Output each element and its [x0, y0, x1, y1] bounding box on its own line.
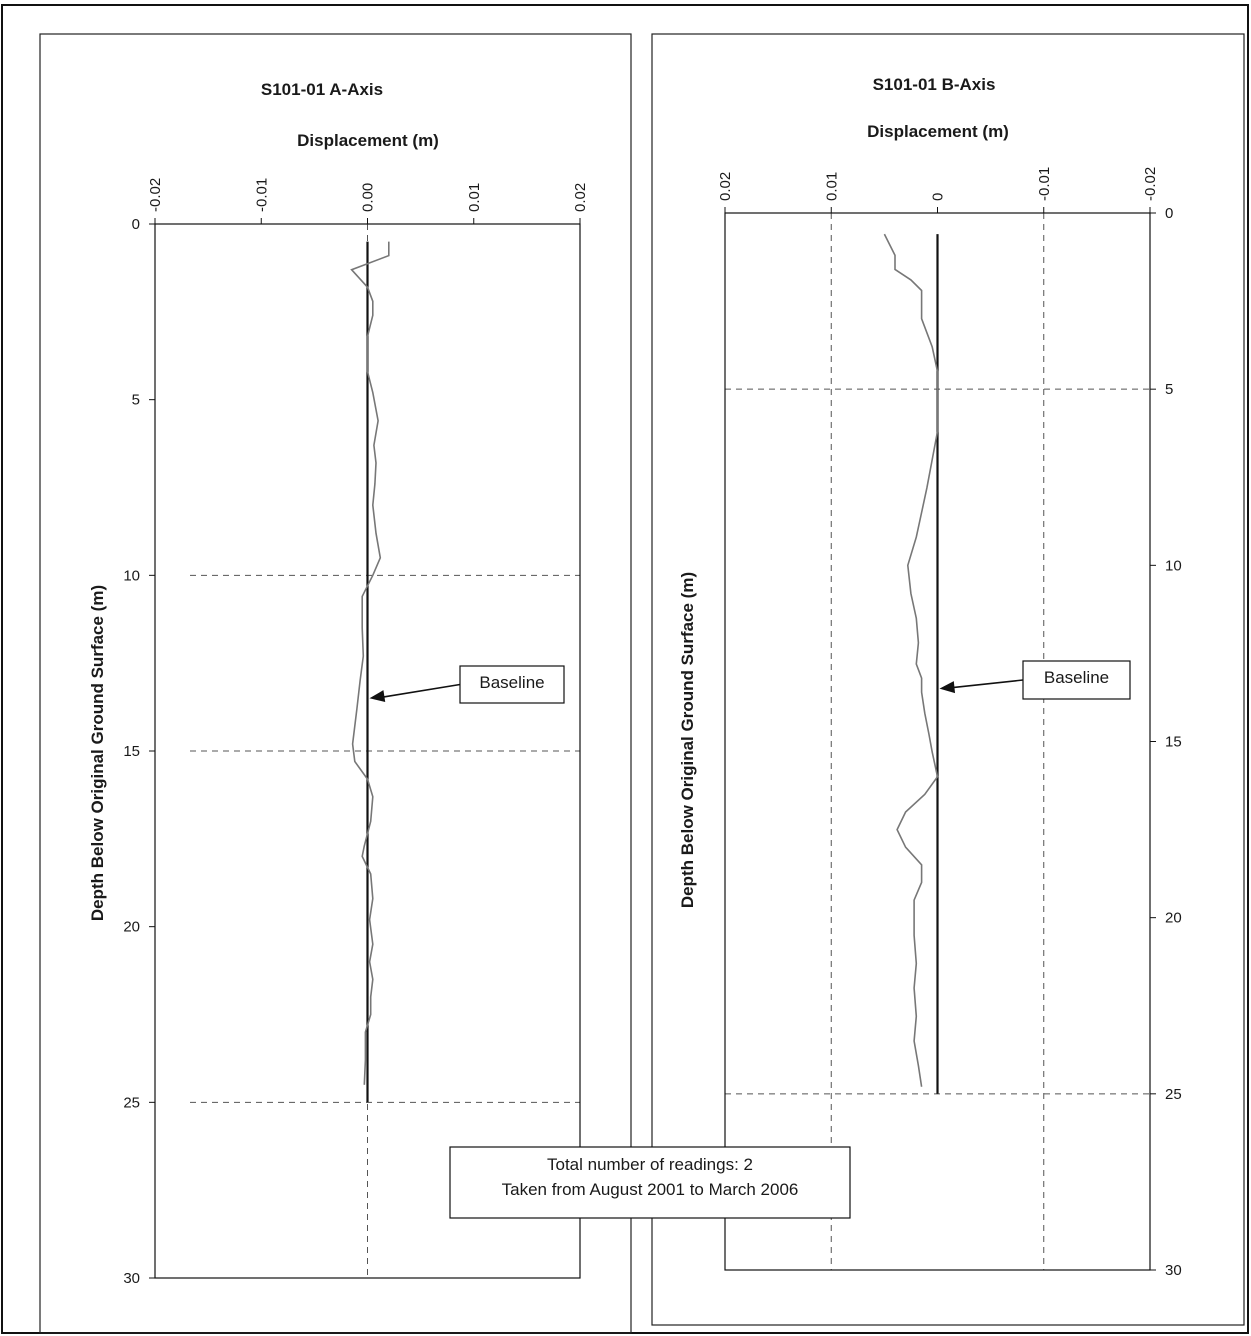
y-tick-label-b-5: 25: [1165, 1086, 1182, 1103]
y-tick-label-a-2: 10: [123, 567, 140, 584]
callout-arrowhead-a: [369, 690, 386, 702]
y-axis-label-a: Depth Below Original Ground Surface (m): [88, 585, 107, 921]
reading-line-a: [350, 241, 390, 1085]
x-tick-label-a-4: 0.02: [572, 183, 589, 212]
chart-a-axis: S101-01 A-Axis Displacement (m) Depth Be…: [88, 80, 589, 1287]
callout-arrow-line-b: [951, 679, 1024, 689]
y-axis-label-b: Depth Below Original Ground Surface (m): [678, 572, 697, 908]
y-tick-label-a-5: 25: [123, 1094, 140, 1111]
readings-note-box: [449, 1146, 851, 1219]
baseline-callout-box-b: [1022, 660, 1131, 700]
readings-note-line-2: Taken from August 2001 to March 2006: [502, 1180, 799, 1199]
reading-line-b: [883, 233, 939, 1087]
readings-note: Total number of readings: 2 Taken from A…: [449, 1146, 851, 1219]
y-tick-label-b-0: 0: [1165, 205, 1173, 222]
chart-b-axis: S101-01 B-Axis Displacement (m) Depth Be…: [678, 75, 1182, 1279]
x-tick-label-a-3: 0.01: [466, 183, 483, 212]
x-tick-label-b-0: 0.02: [717, 172, 734, 201]
y-tick-label-a-3: 15: [123, 743, 140, 760]
baseline-callout-box-a: [459, 665, 565, 704]
x-tick-label-b-2: 0: [930, 193, 947, 201]
x-tick-label-a-2: 0.00: [360, 183, 377, 212]
y-tick-label-b-6: 30: [1165, 1262, 1182, 1279]
chart-frame-b-axis: [651, 33, 1245, 1326]
x-tick-label-a-1: -0.01: [253, 178, 270, 212]
y-tick-label-a-4: 20: [123, 919, 140, 936]
y-tick-label-b-1: 5: [1165, 381, 1173, 398]
y-tick-label-b-4: 20: [1165, 910, 1182, 927]
x-tick-label-a-0: -0.02: [147, 178, 164, 212]
baseline-callout-label-a: Baseline: [479, 673, 544, 692]
chart-frame-a-axis: [39, 33, 632, 1334]
y-tick-label-a-0: 0: [132, 216, 140, 233]
x-axis-label-b: Displacement (m): [867, 122, 1009, 141]
callout-arrow-line-a: [381, 683, 461, 699]
baseline-callout-label-b: Baseline: [1044, 668, 1109, 687]
chart-title-a: S101-01 A-Axis: [261, 80, 383, 99]
y-tick-label-b-2: 10: [1165, 557, 1182, 574]
x-axis-label-a: Displacement (m): [297, 131, 439, 150]
x-tick-label-b-3: -0.01: [1036, 167, 1053, 201]
x-tick-label-b-4: -0.02: [1142, 167, 1159, 201]
readings-note-line-1: Total number of readings: 2: [547, 1155, 753, 1174]
y-tick-label-b-3: 15: [1165, 734, 1182, 751]
chart-title-b: S101-01 B-Axis: [873, 75, 996, 94]
x-tick-label-b-1: 0.01: [823, 172, 840, 201]
callout-arrowhead-b: [939, 681, 956, 694]
y-tick-label-a-6: 30: [123, 1270, 140, 1287]
y-tick-label-a-1: 5: [132, 392, 140, 409]
